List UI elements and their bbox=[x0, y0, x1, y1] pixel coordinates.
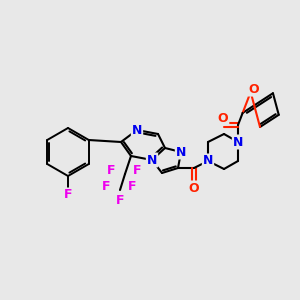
Text: N: N bbox=[147, 154, 157, 166]
Text: O: O bbox=[189, 182, 199, 194]
Text: O: O bbox=[218, 112, 228, 124]
Text: F: F bbox=[116, 194, 124, 208]
Text: F: F bbox=[64, 188, 72, 202]
Text: N: N bbox=[176, 146, 186, 158]
Text: F: F bbox=[128, 181, 136, 194]
Text: N: N bbox=[203, 154, 213, 167]
Text: F: F bbox=[107, 164, 115, 178]
Text: O: O bbox=[248, 82, 259, 96]
Text: F: F bbox=[102, 181, 110, 194]
Text: N: N bbox=[132, 124, 142, 136]
Text: F: F bbox=[133, 164, 141, 178]
Text: N: N bbox=[233, 136, 243, 148]
